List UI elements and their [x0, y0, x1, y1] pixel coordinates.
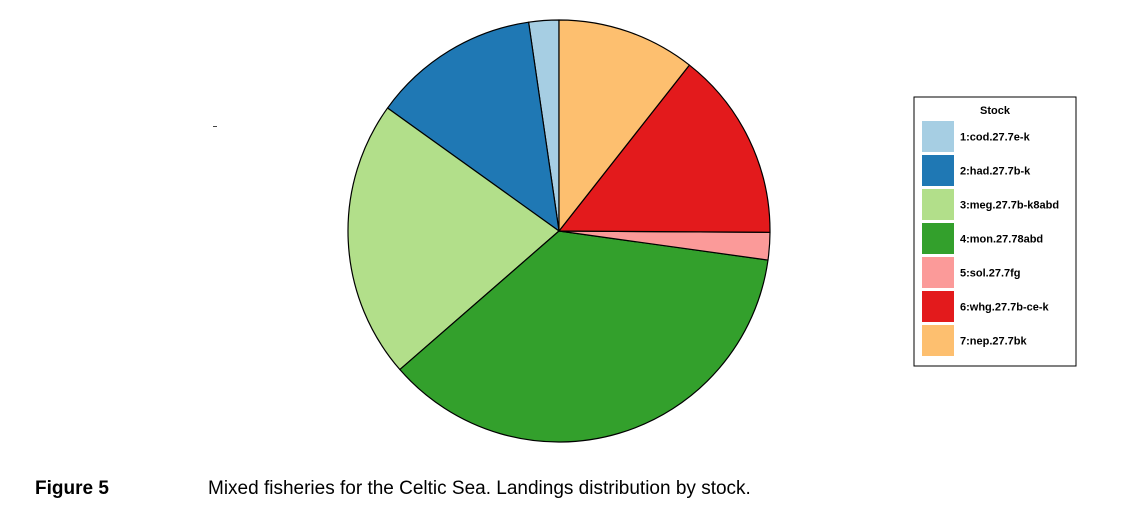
legend-label-6: 6:whg.27.7b-ce-k: [960, 302, 1050, 314]
legend-swatch-6: [922, 291, 954, 322]
legend-label-5: 5:sol.27.7fg: [960, 268, 1021, 280]
legend-label-3: 3:meg.27.7b-k8abd: [960, 200, 1059, 212]
figure-label: Figure 5: [35, 478, 109, 499]
pie-slice-7: [558, 19, 690, 232]
legend-label-4: 4:mon.27.78abd: [960, 234, 1043, 246]
pie-chart: Stock 1:cod.27.7e-k 2:had.27.7b-k 3:meg.27…: [347, 19, 1077, 443]
legend-swatch-5: [922, 257, 954, 288]
legend-swatch-7: [922, 325, 954, 356]
legend-title: Stock: [980, 105, 1011, 117]
legend-label-7: 7:nep.27.7bk: [960, 336, 1028, 348]
stray-mark: [213, 126, 217, 127]
pie-slice-6: [558, 64, 771, 233]
pie-slices: [347, 19, 771, 443]
pie-slice-3: [347, 107, 560, 371]
legend-swatch-1: [922, 121, 954, 152]
figure-caption-text: Mixed fisheries for the Celtic Sea. Land…: [208, 478, 751, 499]
legend-swatch-3: [922, 189, 954, 220]
pie-slice-2: [386, 21, 560, 232]
legend-label-2: 2:had.27.7b-k: [960, 166, 1031, 178]
legend-swatch-2: [922, 155, 954, 186]
legend: Stock 1:cod.27.7e-k 2:had.27.7b-k 3:meg.27…: [913, 96, 1077, 367]
legend-items: 1:cod.27.7e-k 2:had.27.7b-k 3:meg.27.7b-k8…: [922, 121, 1059, 356]
legend-swatch-4: [922, 223, 954, 254]
figure-caption: Figure 5 Mixed fisheries for the Celtic …: [0, 478, 1126, 504]
legend-label-1: 1:cod.27.7e-k: [960, 132, 1031, 144]
pie-slice-4: [399, 230, 769, 443]
